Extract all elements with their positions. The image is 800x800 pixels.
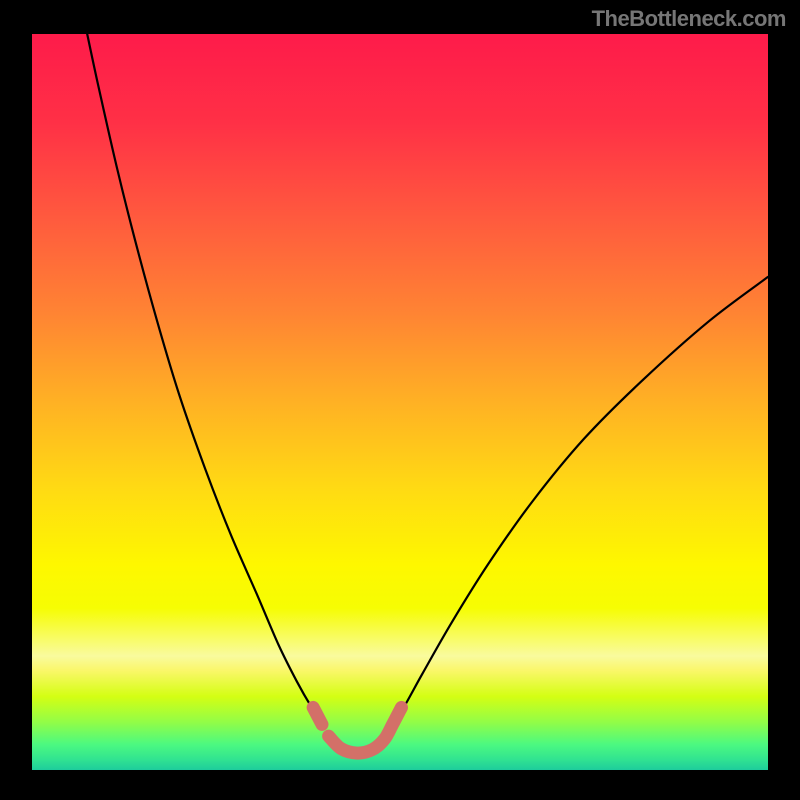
bottleneck-curve-chart <box>32 34 768 770</box>
watermark-text: TheBottleneck.com <box>592 6 786 32</box>
plot-background <box>32 34 768 770</box>
overlay-band-seg-a <box>313 707 322 724</box>
chart-frame: TheBottleneck.com <box>0 0 800 800</box>
